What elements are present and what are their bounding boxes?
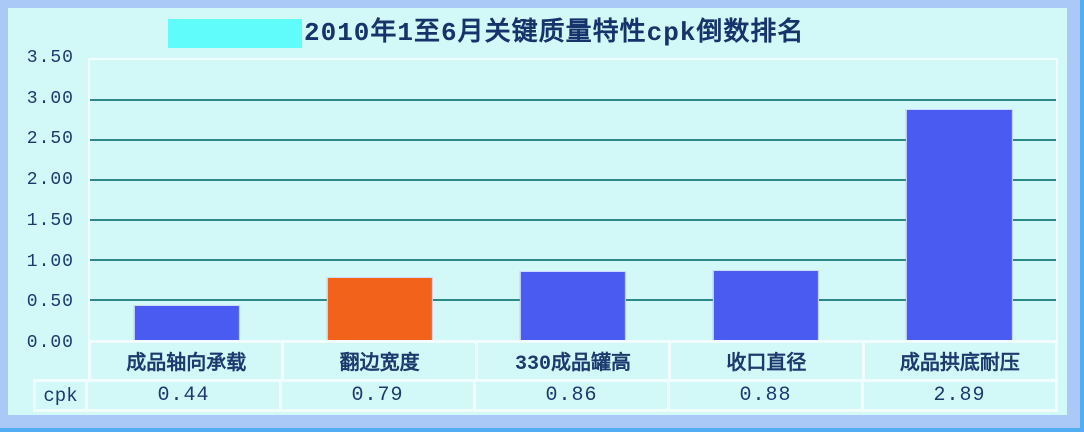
y-tick-label: 2.50 (26, 129, 74, 150)
value-cell: 0.88 (670, 382, 864, 409)
value-cell: 0.86 (476, 382, 670, 409)
gridline (90, 138, 1056, 141)
category-label-cell: 成品轴向承载 (91, 343, 285, 379)
bar-cpk-0[interactable] (133, 304, 240, 340)
y-tick-label: 0.00 (26, 333, 74, 353)
bar-column (863, 60, 1056, 340)
series-name-cell: cpk (36, 382, 88, 409)
chart-canvas: 2010年1至6月关键质量特性cpk倒数排名 3.50 3.00 2.50 2.00 1… (8, 8, 1067, 415)
gridline (90, 98, 1056, 101)
bar-cpk-1[interactable] (326, 276, 433, 340)
category-label-cell: 收口直径 (671, 343, 865, 379)
y-tick-label: 3.50 (26, 48, 74, 68)
bars-layer (90, 60, 1056, 340)
title-highlight-rect (168, 19, 302, 48)
frame-edge-right (1080, 0, 1084, 432)
y-tick-label: 1.50 (26, 210, 74, 231)
bar-cpk-4[interactable] (906, 108, 1013, 340)
gridline (90, 218, 1056, 221)
y-tick-label: 0.50 (26, 292, 74, 313)
value-cell: 0.79 (282, 382, 476, 409)
category-axis-row: 成品轴向承载 翻边宽度 330成品罐高 收口直径 成品拱底耐压 (88, 343, 1058, 379)
bar-column (90, 60, 283, 340)
category-label-cell: 330成品罐高 (478, 343, 672, 379)
category-label-cell: 翻边宽度 (284, 343, 478, 379)
y-axis: 3.50 3.00 2.50 2.00 1.50 1.00 0.50 0.00 (8, 48, 78, 353)
value-cell: 0.44 (88, 382, 282, 409)
y-tick-label: 1.00 (26, 251, 74, 272)
bar-column (283, 60, 476, 340)
gridline (90, 259, 1056, 261)
bar-column (670, 60, 863, 340)
category-label-cell: 成品拱底耐压 (899, 353, 1020, 376)
value-cell: 2.89 (933, 384, 986, 407)
data-table-row: cpk 0.44 0.79 0.86 0.88 2.89 (33, 379, 1058, 412)
bar-cpk-2[interactable] (519, 271, 627, 340)
chart-title: 2010年1至6月关键质量特性cpk倒数排名 (304, 18, 805, 48)
plot-area (88, 58, 1058, 343)
y-tick-label: 2.00 (26, 170, 74, 191)
frame-edge-bottom (0, 428, 1084, 432)
gridline (90, 179, 1056, 181)
bar-column (476, 60, 669, 340)
bar-cpk-3[interactable] (713, 269, 820, 340)
y-tick-label: 3.00 (26, 88, 74, 109)
